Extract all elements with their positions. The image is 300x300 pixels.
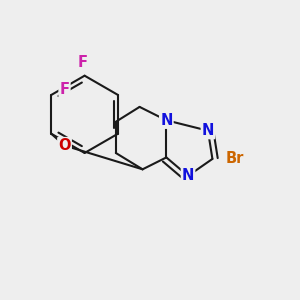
Text: N: N: [202, 123, 214, 138]
Text: N: N: [160, 113, 172, 128]
Text: F: F: [78, 55, 88, 70]
Text: F: F: [59, 82, 70, 97]
Text: N: N: [182, 168, 194, 183]
Text: O: O: [58, 138, 71, 153]
Text: Br: Br: [226, 152, 244, 166]
